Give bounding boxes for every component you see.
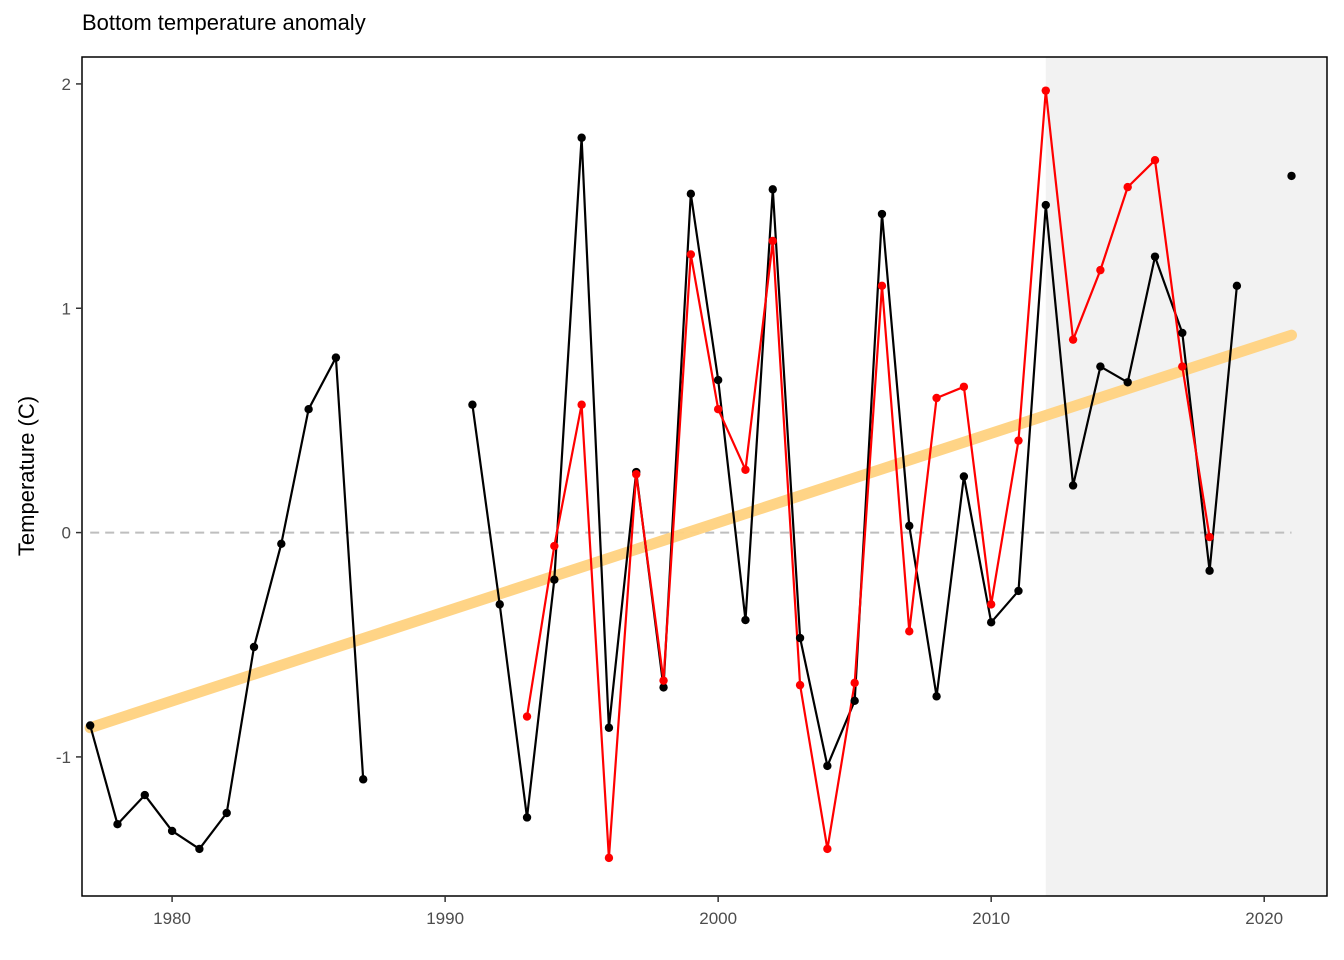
series-1-point-2021 bbox=[1287, 171, 1296, 181]
series-1-line-segment-1 bbox=[89, 356, 365, 851]
x-tick-label-2020: 2020 bbox=[1245, 909, 1283, 928]
series-2-point-2007 bbox=[905, 627, 914, 636]
series-1-point-1993 bbox=[522, 813, 532, 822]
series-1-point-2012 bbox=[1041, 200, 1050, 210]
series-1-point-1987 bbox=[359, 775, 368, 784]
series-1-point-2014 bbox=[1096, 362, 1105, 371]
series-2-point-1995 bbox=[577, 400, 586, 409]
series-2-point-2005 bbox=[850, 678, 859, 688]
series-1-point-1984 bbox=[277, 539, 286, 548]
series-2-point-2010 bbox=[986, 600, 996, 609]
series-1-point-2005 bbox=[850, 696, 859, 706]
y-axis-title: Temperature (C) bbox=[14, 396, 39, 556]
series-1-point-1980 bbox=[167, 826, 177, 836]
series-1-point-2011 bbox=[1014, 586, 1023, 596]
series-2-point-2001 bbox=[741, 465, 750, 474]
series-1-point-2010 bbox=[986, 618, 996, 627]
chart-title: Bottom temperature anomaly bbox=[82, 10, 366, 35]
series-2-point-2003 bbox=[795, 680, 805, 690]
series-2-point-1997 bbox=[632, 470, 641, 479]
series-1-point-1985 bbox=[304, 405, 313, 414]
series-2-point-2016 bbox=[1150, 155, 1160, 165]
series-2-point-2004 bbox=[823, 844, 832, 854]
series-1-point-1994 bbox=[550, 575, 559, 584]
series-1-point-2017 bbox=[1178, 328, 1187, 338]
series-2-point-2000 bbox=[713, 405, 723, 414]
series-2-point-2008 bbox=[932, 393, 941, 403]
series-2-point-1993 bbox=[522, 712, 532, 721]
x-tick-label-2000: 2000 bbox=[699, 909, 737, 928]
series-2-point-2017 bbox=[1178, 362, 1187, 371]
series-1-point-1983 bbox=[249, 642, 259, 652]
x-tick-label-1990: 1990 bbox=[426, 909, 464, 928]
series-1-point-1986 bbox=[331, 353, 341, 362]
series-1-point-2009 bbox=[959, 472, 969, 481]
series-1-point-1992 bbox=[495, 600, 504, 609]
x-tick-label-2010: 2010 bbox=[972, 909, 1010, 928]
x-tick-label-1980: 1980 bbox=[153, 909, 191, 928]
series-1-point-1978 bbox=[113, 820, 122, 829]
series-2-point-2009 bbox=[959, 382, 969, 391]
series-1-point-1996 bbox=[604, 723, 614, 732]
series-2-point-2015 bbox=[1123, 182, 1132, 192]
series-1-point-1977 bbox=[85, 721, 95, 730]
series-2-point-2013 bbox=[1068, 335, 1078, 344]
series-1-point-2007 bbox=[905, 521, 914, 531]
y-tick-label--1: -1 bbox=[56, 748, 71, 767]
series-2-point-1994 bbox=[550, 541, 559, 551]
series-2-point-1999 bbox=[686, 250, 696, 259]
series-2-point-1998 bbox=[659, 676, 668, 685]
series-1-point-1979 bbox=[140, 790, 149, 800]
series-2-point-2011 bbox=[1014, 436, 1023, 445]
series-1-point-2013 bbox=[1068, 481, 1078, 490]
series-1-point-2008 bbox=[932, 692, 941, 701]
series-1-point-1991 bbox=[468, 400, 477, 409]
series-1-point-2002 bbox=[768, 185, 777, 194]
series-1-point-2000 bbox=[713, 375, 723, 385]
shaded-region bbox=[1045, 57, 1327, 896]
y-tick-label-2: 2 bbox=[62, 75, 71, 94]
series-2-line-segment-1 bbox=[525, 89, 1211, 860]
series-2-point-1996 bbox=[604, 853, 614, 863]
series-2-point-2018 bbox=[1205, 532, 1214, 542]
series-2-point-2002 bbox=[768, 236, 777, 246]
series-2-point-2014 bbox=[1096, 265, 1105, 275]
series-2-point-2006 bbox=[877, 281, 887, 291]
series-1-point-2018 bbox=[1205, 566, 1214, 575]
series-1-point-2019 bbox=[1232, 281, 1242, 291]
series-1-point-2015 bbox=[1123, 378, 1132, 387]
y-tick-label-0: 0 bbox=[62, 524, 71, 543]
series-1-point-2004 bbox=[823, 761, 832, 771]
series-1-point-1995 bbox=[577, 133, 586, 142]
series-2-point-2012 bbox=[1041, 86, 1050, 95]
y-tick-label-1: 1 bbox=[62, 299, 71, 318]
plot-panel-border bbox=[81, 56, 1328, 897]
series-1-point-1998 bbox=[659, 683, 668, 692]
series-1-point-1981 bbox=[195, 844, 204, 854]
series-1-point-1982 bbox=[222, 808, 231, 818]
series-1-point-2016 bbox=[1150, 252, 1160, 261]
series-1-point-1999 bbox=[686, 189, 696, 199]
series-1-point-2006 bbox=[877, 209, 887, 219]
series-1-point-2001 bbox=[741, 615, 750, 625]
series-1-point-2003 bbox=[795, 633, 805, 643]
trend-line bbox=[84, 329, 1298, 734]
